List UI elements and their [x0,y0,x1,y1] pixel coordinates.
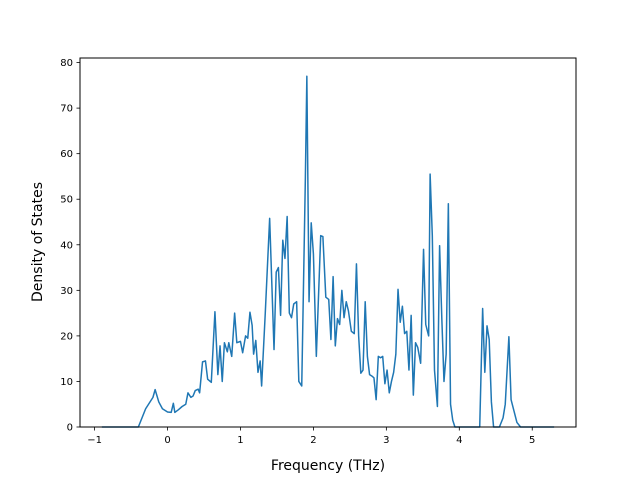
dos-series-line [101,75,555,428]
x-tick-label: 2 [310,435,316,446]
y-tick-label: 10 [60,377,73,388]
x-tick-label: −1 [87,435,102,446]
y-tick-label: 0 [67,423,73,434]
y-tick-label: 60 [60,149,73,160]
y-tick-label: 80 [60,58,73,69]
plot-layer [101,75,555,428]
y-tick-label: 30 [60,286,73,297]
x-tick-label: 1 [237,435,243,446]
y-tick-label: 40 [60,240,73,251]
x-tick-label: 4 [456,435,462,446]
x-tick-label: 5 [529,435,535,446]
x-axis-label: Frequency (THz) [271,458,385,474]
x-tick-label: 3 [383,435,389,446]
x-tick-label: 0 [164,435,170,446]
y-axis-label: Density of States [30,182,46,302]
axes-frame [79,57,577,428]
y-tick-label: 50 [60,195,73,206]
y-tick-label: 70 [60,104,73,115]
y-tick-label: 20 [60,331,73,342]
